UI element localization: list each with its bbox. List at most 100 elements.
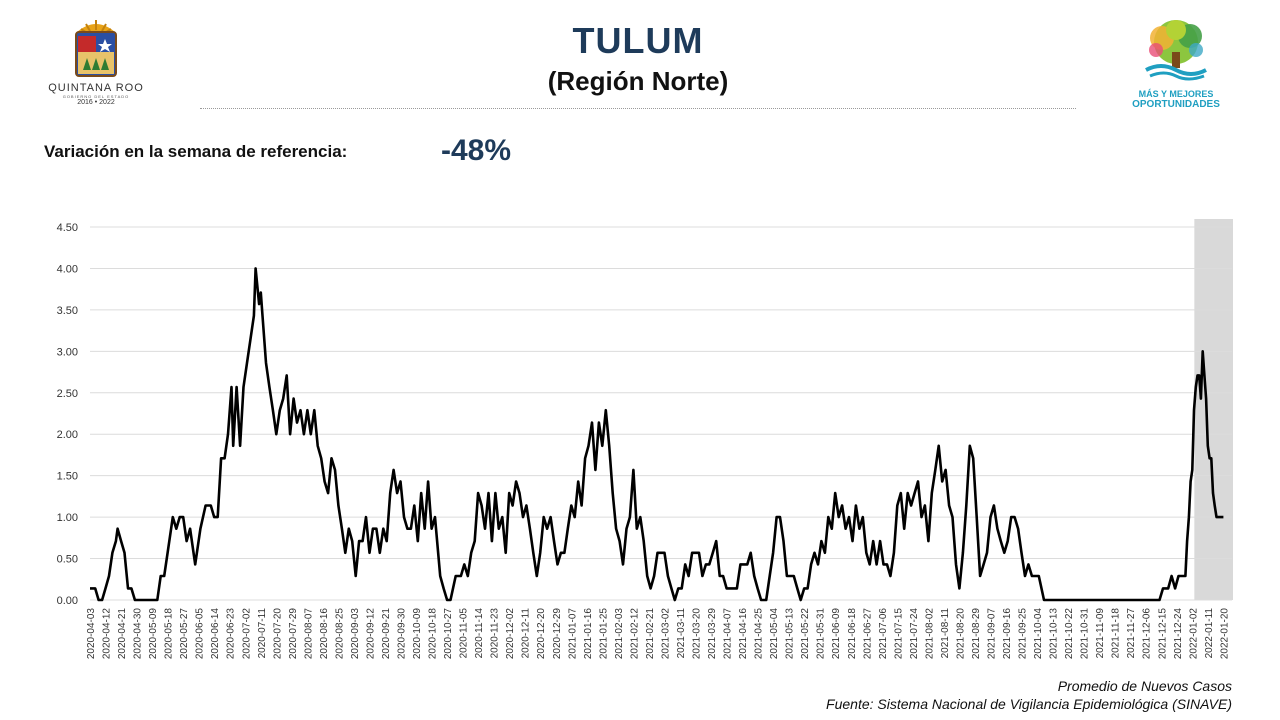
- tree-icon: [1145, 20, 1207, 81]
- x-tick-label: 2021-07-24: [909, 608, 920, 660]
- x-tick-label: 2021-12-15: [1157, 608, 1168, 660]
- x-tick-label: 2021-06-27: [862, 608, 873, 660]
- x-tick-label: 2020-09-21: [381, 608, 392, 660]
- coat-of-arms-icon: [75, 20, 117, 77]
- y-tick-label: 3.50: [57, 305, 78, 317]
- x-tick-label: 2022-01-20: [1219, 608, 1230, 660]
- x-tick-label: 2020-09-30: [397, 608, 408, 660]
- x-tick-label: 2020-06-14: [210, 608, 221, 660]
- x-tick-label: 2020-08-25: [334, 608, 345, 660]
- x-tick-label: 2021-02-03: [614, 608, 625, 660]
- x-tick-label: 2021-03-29: [707, 608, 718, 660]
- x-tick-label: 2021-08-29: [971, 608, 982, 660]
- x-tick-label: 2020-04-03: [86, 608, 97, 660]
- x-tick-label: 2021-05-31: [816, 608, 827, 660]
- logo-left-years: 2016 • 2022: [77, 99, 115, 106]
- x-tick-label: 2021-08-11: [940, 608, 951, 659]
- page-subtitle: (Región Norte): [547, 66, 729, 96]
- x-tick-label: 2021-06-09: [831, 608, 842, 660]
- x-tick-label: 2021-01-07: [567, 608, 578, 660]
- x-tick-label: 2021-10-22: [1064, 608, 1075, 660]
- x-tick-label: 2021-05-22: [800, 608, 811, 660]
- x-tick-label: 2020-12-20: [536, 608, 547, 660]
- x-tick-label: 2021-02-21: [645, 608, 656, 660]
- x-tick-label: 2021-01-16: [583, 608, 594, 660]
- y-tick-label: 4.00: [57, 263, 78, 275]
- logo-left-name: QUINTANA ROO: [48, 82, 144, 94]
- series-line: [90, 267, 1224, 602]
- x-tick-label: 2021-04-07: [723, 608, 734, 660]
- x-tick-label: 2020-06-05: [195, 608, 206, 660]
- x-tick-label: 2020-12-29: [552, 608, 563, 660]
- series-label: Promedio de Nuevos Casos: [1057, 678, 1232, 694]
- x-tick-label: 2021-10-04: [1033, 608, 1044, 660]
- x-tick-label: 2020-04-21: [117, 608, 128, 660]
- source-note: Fuente: Sistema Nacional de Vigilancia E…: [826, 696, 1232, 712]
- x-tick-label: 2021-09-25: [1018, 608, 1029, 660]
- y-tick-label: 2.50: [57, 388, 78, 400]
- x-tick-label: 2022-01-11: [1204, 608, 1215, 659]
- x-tick-label: 2021-01-25: [598, 608, 609, 660]
- x-tick-label: 2021-04-16: [738, 608, 749, 660]
- highlight-band: [1194, 219, 1233, 600]
- x-tick-label: 2021-08-20: [955, 608, 966, 660]
- x-tick-label: 2022-01-02: [1188, 608, 1199, 660]
- x-tick-label: 2020-11-14: [474, 608, 485, 659]
- x-tick-label: 2020-05-27: [179, 608, 190, 660]
- x-tick-label: 2020-08-07: [303, 608, 314, 660]
- x-tick-label: 2020-04-30: [133, 608, 144, 660]
- x-tick-label: 2020-11-23: [490, 608, 501, 659]
- x-tick-label: 2020-07-20: [272, 608, 283, 660]
- y-tick-label: 1.50: [57, 471, 78, 483]
- x-tick-label: 2021-10-31: [1080, 608, 1091, 660]
- x-tick-label: 2020-07-02: [241, 608, 252, 660]
- cases-line-chart: 0.00 0.50 1.00 1.50 2.00 2.50 3.00 3.50 4.00 4.50…: [57, 219, 1233, 660]
- variation-value: -48%: [441, 134, 512, 167]
- x-tick-label: 2021-04-25: [754, 608, 765, 660]
- x-tick-label: 2021-09-16: [1002, 608, 1013, 660]
- x-tick-label: 2020-09-03: [350, 608, 361, 660]
- x-tick-label: 2021-03-02: [660, 608, 671, 660]
- x-tick-label: 2021-05-04: [769, 608, 780, 660]
- x-tick-label: 2020-04-12: [102, 608, 113, 660]
- y-tick-label: 1.00: [57, 512, 78, 524]
- x-tick-label: 2020-08-16: [319, 608, 330, 660]
- x-tick-label: 2020-10-27: [443, 608, 454, 660]
- x-tick-label: 2021-03-20: [692, 608, 703, 660]
- x-tick-label: 2021-05-13: [785, 608, 796, 660]
- x-tick-label: 2021-03-11: [676, 608, 687, 659]
- x-tick-label: 2021-11-09: [1095, 608, 1106, 659]
- logo-right-line2: OPORTUNIDADES: [1132, 99, 1220, 110]
- page-title: TULUM: [572, 20, 704, 61]
- quintana-roo-logo: QUINTANA ROO GOBIERNO DEL ESTADO 2016 • …: [44, 18, 148, 114]
- x-tick-label: 2021-12-06: [1142, 608, 1153, 660]
- x-tick-label: 2021-11-27: [1126, 608, 1137, 659]
- x-tick-label: 2021-02-12: [629, 608, 640, 660]
- x-tick-label: 2020-09-12: [365, 608, 376, 660]
- x-tick-label: 2020-05-09: [148, 608, 159, 660]
- x-tick-label: 2020-10-18: [428, 608, 439, 660]
- y-tick-label: 4.50: [57, 222, 78, 234]
- x-tick-label: 2021-11-18: [1111, 608, 1122, 659]
- logo-right-line1: MÁS Y MEJORES: [1138, 89, 1214, 99]
- x-tick-label: 2021-07-15: [893, 608, 904, 660]
- y-tick-label: 3.00: [57, 346, 78, 358]
- x-tick-label: 2021-12-24: [1173, 608, 1184, 660]
- header-divider: [200, 108, 1076, 109]
- x-tick-label: 2020-11-05: [459, 608, 470, 659]
- y-tick-label: 0.00: [57, 595, 78, 607]
- x-tick-label: 2021-09-07: [986, 608, 997, 660]
- logo-left-subtitle: GOBIERNO DEL ESTADO: [62, 94, 130, 99]
- oportunidades-logo: MÁS Y MEJORES OPORTUNIDADES: [1126, 18, 1226, 114]
- x-tick-label: 2020-10-09: [412, 608, 423, 660]
- x-tick-label: 2021-07-06: [878, 608, 889, 660]
- x-tick-label: 2020-05-18: [164, 608, 175, 660]
- x-tick-label: 2020-06-23: [226, 608, 237, 660]
- y-tick-label: 0.50: [57, 554, 78, 566]
- variation-label: Variación en la semana de referencia:: [44, 142, 348, 161]
- x-tick-label: 2020-12-11: [521, 608, 532, 659]
- x-tick-label: 2021-06-18: [847, 608, 858, 660]
- x-tick-label: 2021-08-02: [924, 608, 935, 660]
- x-tick-label: 2020-07-11: [257, 608, 268, 659]
- y-tick-label: 2.00: [57, 429, 78, 441]
